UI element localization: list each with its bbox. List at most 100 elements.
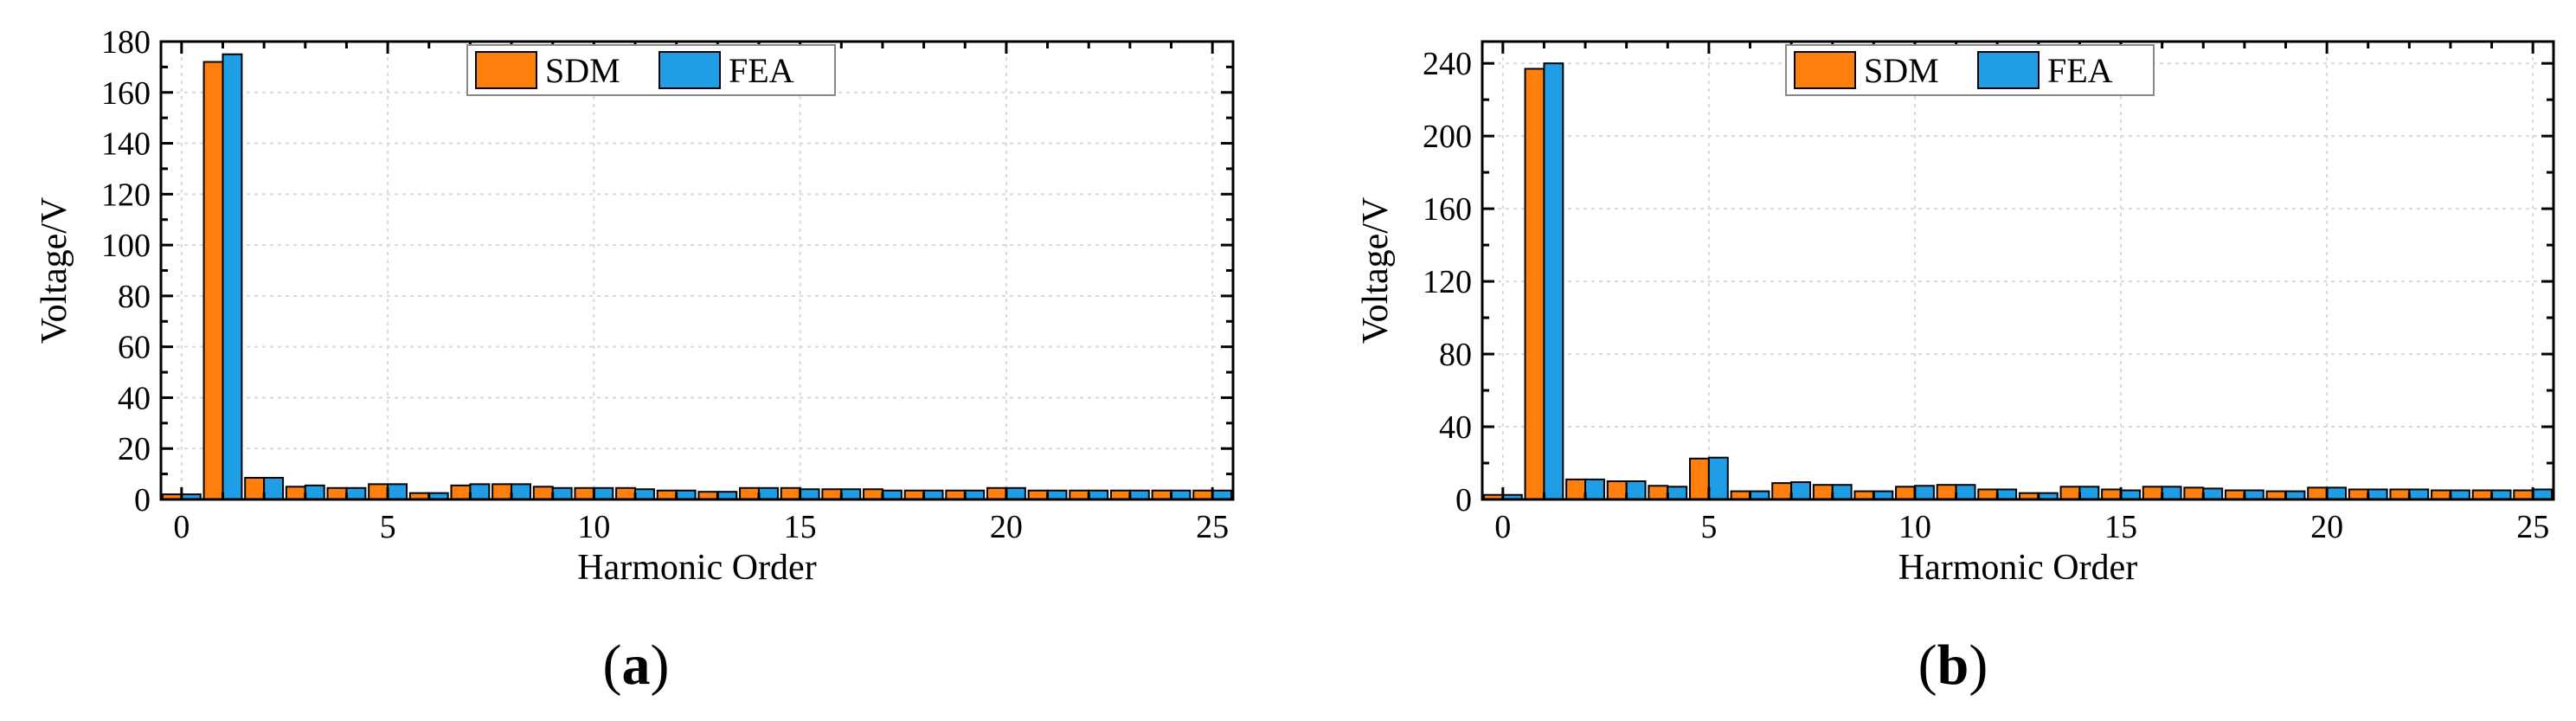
y-tick-label-5: 100 (101, 228, 151, 264)
legend-label-SDM: SDM (1864, 51, 1939, 90)
plot-frame (159, 40, 1235, 501)
bar-FEA-10 (1913, 485, 1935, 501)
x-tick-label-5: 25 (2516, 509, 2549, 545)
bar-FEA-21 (2367, 488, 2388, 500)
bar-SDM-20 (986, 486, 1007, 501)
bar-FEA-2 (1584, 478, 1605, 501)
bar-SDM-1 (1524, 68, 1545, 500)
chart-panel-1: 0 40 80 120 160 200 240 0 5 10 15 20 25 Harmonic Orde… (1356, 40, 2555, 697)
bar-FEA-4 (1667, 486, 1688, 500)
y-tick-label-5: 200 (1423, 119, 1472, 155)
bar-FEA-11 (634, 488, 655, 501)
y-tick-label-2: 40 (118, 380, 151, 416)
x-tick-label-3: 15 (2104, 509, 2137, 545)
bar-SDM-2 (1565, 478, 1587, 501)
bar-FEA-4 (345, 486, 367, 501)
bar-FEA-25 (2532, 488, 2554, 500)
bar-FEA-14 (2078, 486, 2100, 500)
panel-label: (a) (603, 634, 670, 697)
bar-SDM-19 (945, 489, 967, 500)
bar-FEA-24 (2490, 489, 2512, 500)
legend-swatch-SDM (1794, 51, 1856, 89)
bar-SDM-12 (656, 489, 678, 500)
bar-FEA-24 (1170, 489, 1192, 500)
bar-SDM-11 (1936, 484, 1957, 501)
bar-FEA-17 (2202, 487, 2224, 501)
bar-FEA-7 (1790, 481, 1812, 501)
bar-FEA-18 (922, 489, 944, 500)
bar-SDM-17 (2183, 486, 2205, 501)
bar-FEA-21 (1046, 489, 1068, 500)
bar-FEA-9 (551, 486, 573, 501)
legend-swatch-FEA (1977, 51, 2040, 89)
bar-SDM-5 (368, 483, 389, 500)
x-tick-label-1: 5 (380, 509, 396, 545)
bar-SDM-2 (244, 477, 266, 501)
bar-SDM-8 (491, 483, 513, 500)
y-tick-label-3: 120 (1423, 264, 1472, 300)
bar-FEA-8 (511, 483, 531, 500)
bar-FEA-5 (387, 483, 408, 500)
bar-FEA-17 (881, 489, 903, 500)
x-tick-label-1: 5 (1700, 509, 1717, 545)
y-axis-title: Voltage/V (1356, 197, 1396, 344)
bar-SDM-3 (285, 486, 306, 500)
bar-FEA-3 (304, 484, 325, 501)
x-tick-label-4: 20 (2310, 509, 2343, 545)
grid-lines (1482, 42, 2554, 499)
bar-FEA-8 (1831, 484, 1853, 501)
bar-SDM-1 (202, 61, 224, 500)
bar-SDM-23 (1109, 489, 1131, 500)
series-SDM (161, 61, 1214, 501)
y-tick-label-6: 240 (1423, 46, 1472, 82)
legend: SDM FEA (1785, 44, 2155, 96)
bar-SDM-15 (2101, 488, 2123, 500)
y-tick-label-4: 160 (1423, 191, 1472, 228)
bar-SDM-9 (532, 486, 554, 500)
y-tick-label-0: 0 (1455, 482, 1472, 518)
bar-FEA-18 (2243, 489, 2264, 500)
bar-SDM-10 (1895, 486, 1916, 500)
bar-SDM-25 (2513, 489, 2534, 500)
chart-panel-0: 0 20 40 60 80 100 120 140 160 180 0 5 10 15 20 25 Harmon… (35, 24, 1235, 697)
bar-FEA-20 (2326, 486, 2348, 501)
bar-FEA-11 (1955, 484, 1976, 501)
y-tick-label-1: 40 (1439, 409, 1472, 446)
bar-SDM-5 (1688, 457, 1710, 501)
bar-SDM-16 (2142, 486, 2163, 500)
bar-FEA-7 (469, 483, 491, 500)
bar-SDM-16 (821, 488, 843, 501)
bar-SDM-3 (1606, 480, 1628, 500)
grid-lines (161, 41, 1233, 499)
x-tick-label-4: 20 (990, 509, 1023, 545)
bar-FEA-10 (593, 486, 614, 501)
bar-FEA-25 (1211, 489, 1233, 500)
y-axis-title: Voltage/V (35, 197, 74, 344)
series-FEA (180, 53, 1233, 501)
bar-FEA-16 (840, 488, 862, 501)
x-axis-title: Harmonic Order (577, 548, 816, 588)
bar-SDM-17 (863, 488, 883, 501)
bar-FEA-1 (222, 53, 243, 500)
bar-FEA-20 (1005, 486, 1026, 501)
bar-FEA-12 (1996, 488, 2018, 500)
panel-letter: b (1937, 634, 1969, 697)
bar-SDM-7 (1771, 482, 1793, 500)
bar-SDM-4 (326, 486, 348, 501)
bar-SDM-25 (1192, 489, 1214, 500)
bar-FEA-22 (2408, 488, 2430, 500)
y-tick-label-8: 160 (101, 75, 151, 112)
bar-FEA-15 (2120, 489, 2141, 500)
x-axis-title: Harmonic Order (1898, 548, 2137, 588)
series-SDM (1482, 68, 2534, 501)
legend-label-FEA: FEA (729, 51, 794, 90)
bar-SDM-14 (2059, 486, 2081, 500)
bar-FEA-14 (757, 486, 779, 501)
y-tick-label-9: 180 (101, 24, 151, 61)
bar-SDM-15 (780, 486, 801, 501)
x-tick-label-0: 0 (173, 509, 190, 545)
y-tick-label-0: 0 (134, 482, 151, 518)
y-tick-label-2: 80 (1439, 337, 1472, 373)
bar-FEA-1 (1543, 62, 1564, 500)
